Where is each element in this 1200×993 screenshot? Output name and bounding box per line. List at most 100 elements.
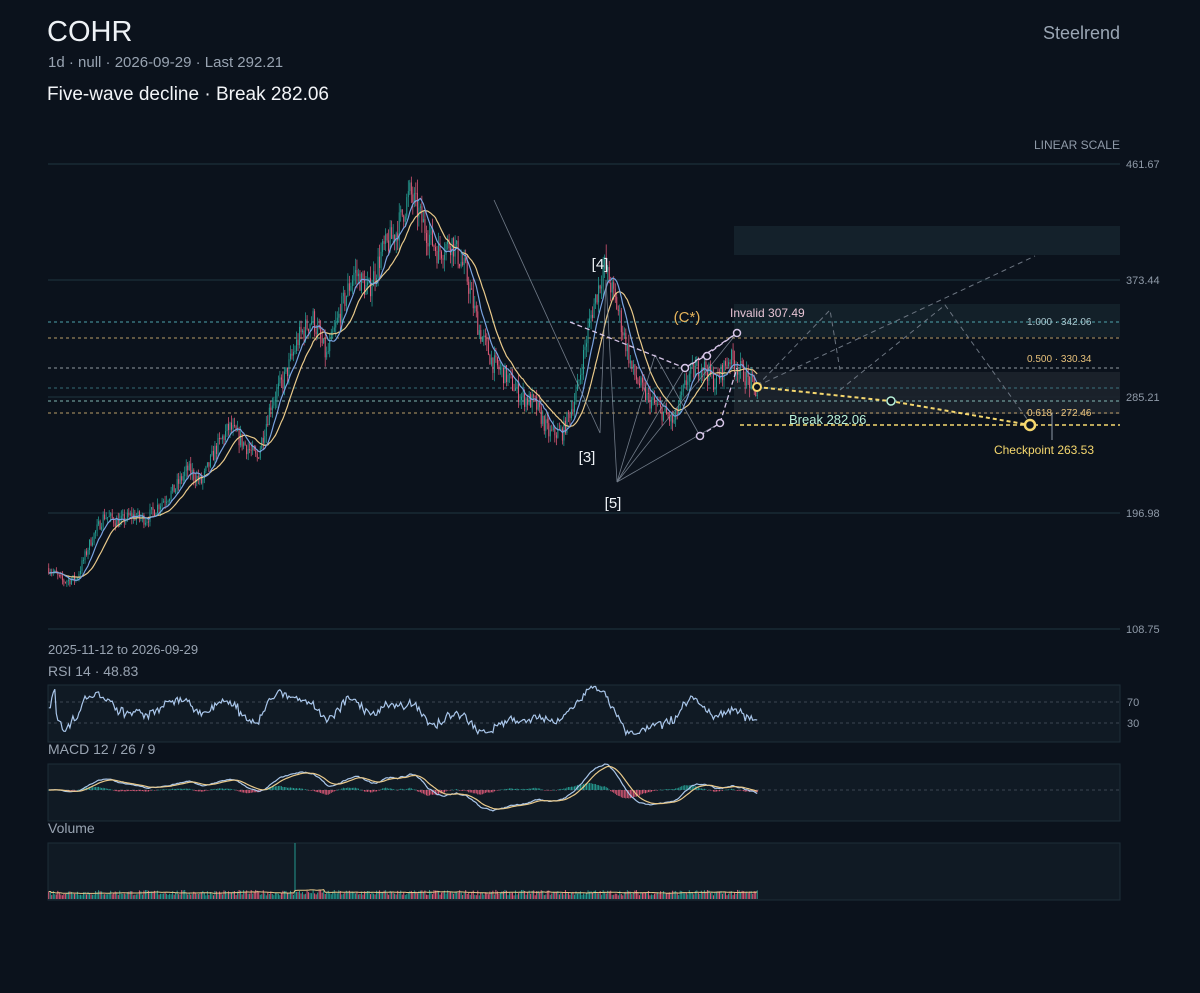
candle-body (398, 212, 400, 241)
volume-bar (205, 895, 207, 899)
volume-bar (89, 893, 90, 899)
volume-bar (560, 892, 562, 899)
volume-bar (104, 894, 106, 899)
volume-bar (329, 893, 331, 899)
candle-body (643, 382, 645, 387)
macd-hist-bar (474, 790, 476, 794)
candle-body (474, 305, 476, 309)
candle-body (259, 448, 261, 459)
macd-hist-bar (592, 783, 594, 790)
candle-body (462, 261, 464, 266)
volume-bar (351, 891, 353, 899)
candle-body (389, 227, 391, 251)
volume-bar (561, 893, 563, 899)
candle-body (344, 292, 346, 306)
volume-bar (749, 891, 751, 899)
volume-bar (509, 892, 510, 899)
candle-body (191, 470, 193, 475)
macd-hist-bar (220, 788, 222, 790)
candle-body (419, 206, 421, 208)
candle-body (170, 490, 172, 499)
volume-bar (637, 892, 639, 899)
macd-hist-bar (560, 788, 562, 790)
macd-hist-bar (643, 790, 645, 794)
volume-bar (226, 893, 228, 899)
volume-bar (58, 892, 60, 899)
volume-bar (620, 893, 622, 899)
volume-bar (590, 891, 592, 899)
macd-hist-bar (602, 786, 604, 790)
macd-hist-bar (528, 788, 530, 790)
candle-body (567, 412, 569, 414)
candle-body (176, 479, 178, 489)
candle-body (675, 408, 677, 420)
volume-bar (569, 894, 571, 899)
y-tick-label: 196.98 (1126, 508, 1160, 520)
macd-hist-bar (684, 785, 686, 790)
macd-hist-bar (320, 790, 322, 793)
candle-body (651, 399, 652, 409)
volume-bar (318, 890, 320, 899)
volume-bar (203, 892, 205, 899)
candle-body (234, 425, 236, 427)
volume-bar (477, 890, 479, 899)
volume-bar (338, 890, 340, 899)
volume-bar (114, 891, 116, 899)
candle-body (158, 504, 160, 510)
macd-hist-bar (428, 790, 430, 796)
candle-body (472, 289, 474, 309)
candle-body (522, 391, 524, 397)
candle-body (687, 381, 689, 385)
volume-bar (513, 895, 515, 899)
macd-hist-bar (648, 790, 649, 793)
candle-body (744, 381, 746, 386)
macd-hist-bar (611, 790, 613, 792)
candle-body (486, 337, 488, 342)
volume-bar (141, 894, 143, 899)
macd-hist-bar (205, 790, 207, 791)
volume-bar (371, 892, 373, 899)
macd-hist-bar (296, 788, 297, 790)
macd-hist-bar (463, 790, 465, 791)
macd-hist-bar (359, 789, 361, 791)
volume-bar (453, 893, 455, 899)
volume-bar (209, 892, 211, 899)
candle-body (723, 361, 725, 381)
volume-bar (646, 892, 648, 899)
macd-hist-bar (163, 789, 165, 790)
macd-hist-bar (202, 790, 204, 792)
volume-bar (570, 892, 572, 899)
volume-bar (558, 894, 560, 899)
candle-body (492, 357, 494, 373)
volume-bar (496, 891, 498, 899)
macd-hist-bar (720, 790, 722, 791)
macd-hist-bar (277, 785, 279, 790)
candle-body (333, 327, 335, 332)
macd-hist-bar (581, 784, 583, 790)
macd-hist-bar (243, 790, 245, 793)
candle-body (456, 240, 458, 245)
macd-hist-bar (107, 788, 109, 790)
volume-bar (660, 891, 662, 899)
macd-hist-bar (357, 788, 359, 790)
candle-body (430, 227, 432, 235)
candle-body (722, 365, 723, 381)
candle-body (415, 192, 417, 194)
volume-bar (549, 894, 551, 899)
volume-bar (61, 895, 63, 899)
volume-bar (146, 890, 148, 899)
candle-body (144, 522, 146, 525)
volume-bar (428, 889, 430, 899)
volume-bar (283, 890, 285, 899)
macd-hist-bar (593, 783, 595, 790)
candle-body (200, 475, 202, 484)
candle-body (309, 324, 311, 332)
macd-hist-bar (536, 788, 538, 790)
volume-bar (78, 894, 80, 899)
candle-body (283, 371, 285, 388)
volume-bar (688, 890, 690, 899)
volume-bar (167, 894, 169, 899)
macd-hist-bar (599, 785, 601, 790)
volume-bar (418, 891, 420, 899)
